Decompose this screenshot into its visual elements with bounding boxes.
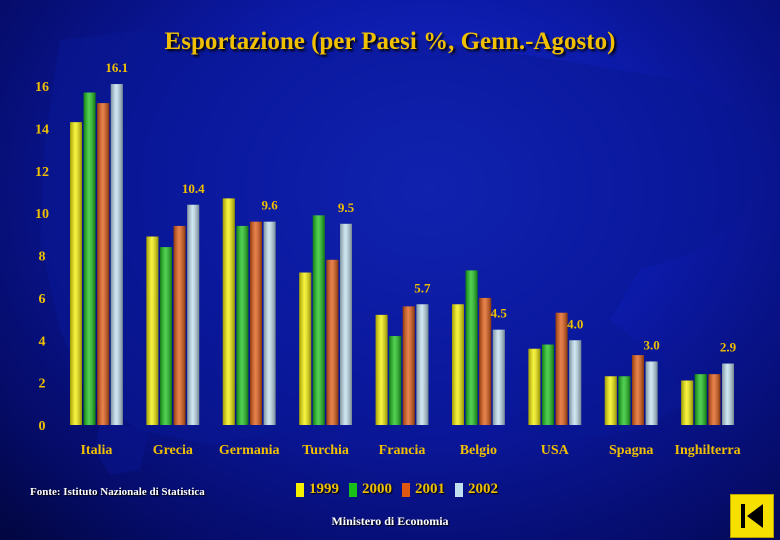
y-tick-label: 12	[35, 165, 49, 180]
bar-shading	[555, 312, 568, 425]
bar-shading	[492, 329, 505, 425]
bar-shading	[569, 340, 582, 425]
y-tick-label: 6	[39, 292, 46, 307]
value-label: 2.9	[720, 340, 737, 355]
first-page-button[interactable]	[730, 494, 774, 538]
legend-item: 1999	[296, 481, 339, 498]
bar-shading	[340, 223, 352, 425]
legend-item: 2001	[402, 481, 445, 498]
legend-label: 1999	[309, 481, 339, 497]
bar-shading	[681, 380, 694, 425]
category-label: Italia	[80, 443, 112, 458]
category-label: Spagna	[609, 443, 653, 458]
legend-label: 2001	[415, 481, 445, 497]
legend-swatch	[402, 482, 410, 497]
y-tick-label: 8	[39, 250, 46, 265]
legend-item: 2000	[349, 481, 392, 498]
bar-shading	[618, 376, 631, 425]
bar-shading	[694, 374, 707, 425]
bar-shading	[542, 344, 554, 425]
value-label: 5.7	[414, 280, 431, 295]
bar-shading	[160, 247, 172, 425]
category-label: Turchia	[302, 443, 349, 458]
y-tick-label: 0	[39, 419, 46, 434]
bar-shading	[83, 92, 96, 425]
bar-shading	[465, 270, 478, 425]
bar-shading	[326, 259, 339, 425]
bar-shading	[604, 376, 617, 425]
bar-shading	[250, 221, 262, 425]
bar-shading	[479, 297, 492, 425]
bar-shading	[402, 306, 415, 425]
bar-shading	[375, 314, 388, 425]
legend-label: 2000	[362, 481, 392, 497]
legend-swatch	[296, 482, 304, 497]
legend-item: 2002	[455, 481, 498, 498]
bar-shading	[110, 84, 123, 425]
bar-shading	[708, 374, 721, 425]
bar-shading	[528, 348, 541, 425]
bar-shading	[146, 236, 159, 425]
bar-shading	[416, 304, 429, 425]
value-label: 3.0	[643, 337, 659, 352]
bar-shading	[632, 355, 644, 425]
source-note: Fonte: Istituto Nazionale di Statistica	[30, 486, 205, 498]
value-label: 16.1	[105, 60, 128, 75]
category-label: Belgio	[460, 443, 497, 458]
bar-shading	[187, 204, 200, 425]
category-label: Grecia	[153, 443, 193, 458]
bar-shading	[70, 122, 82, 426]
bar-shading	[222, 198, 235, 425]
bar-shading	[722, 363, 734, 425]
legend: 1999 2000 2001 2002	[296, 481, 498, 498]
category-label: Germania	[219, 443, 280, 458]
first-page-icon	[741, 504, 763, 528]
chart-title: Esportazione (per Paesi %, Genn.-Agosto)	[164, 28, 616, 55]
category-label: USA	[541, 443, 570, 458]
bar-shading	[389, 336, 402, 425]
category-label: Francia	[379, 443, 426, 458]
y-tick-label: 4	[39, 334, 46, 349]
y-tick-label: 16	[35, 80, 49, 95]
bar-shading	[452, 304, 464, 425]
bar-shading	[263, 221, 276, 425]
y-tick-label: 2	[39, 377, 46, 392]
bar-shading	[645, 361, 658, 425]
value-label: 10.4	[182, 181, 205, 196]
legend-swatch	[455, 482, 463, 497]
legend-label: 2002	[468, 481, 498, 497]
category-label: Inghilterra	[675, 443, 741, 458]
footer-text: Ministero di Economia	[331, 514, 449, 528]
bar-shading	[312, 215, 325, 425]
y-tick-label: 14	[35, 123, 49, 138]
value-label: 4.0	[567, 316, 583, 331]
bar-shading	[299, 272, 312, 425]
value-label: 9.6	[261, 198, 278, 213]
bar-shading	[97, 103, 110, 425]
legend-swatch	[349, 482, 357, 497]
bar-shading	[173, 225, 186, 425]
value-label: 9.5	[338, 200, 355, 215]
bar-shading	[236, 225, 249, 425]
y-tick-label: 10	[35, 207, 49, 222]
value-label: 4.5	[491, 306, 508, 321]
